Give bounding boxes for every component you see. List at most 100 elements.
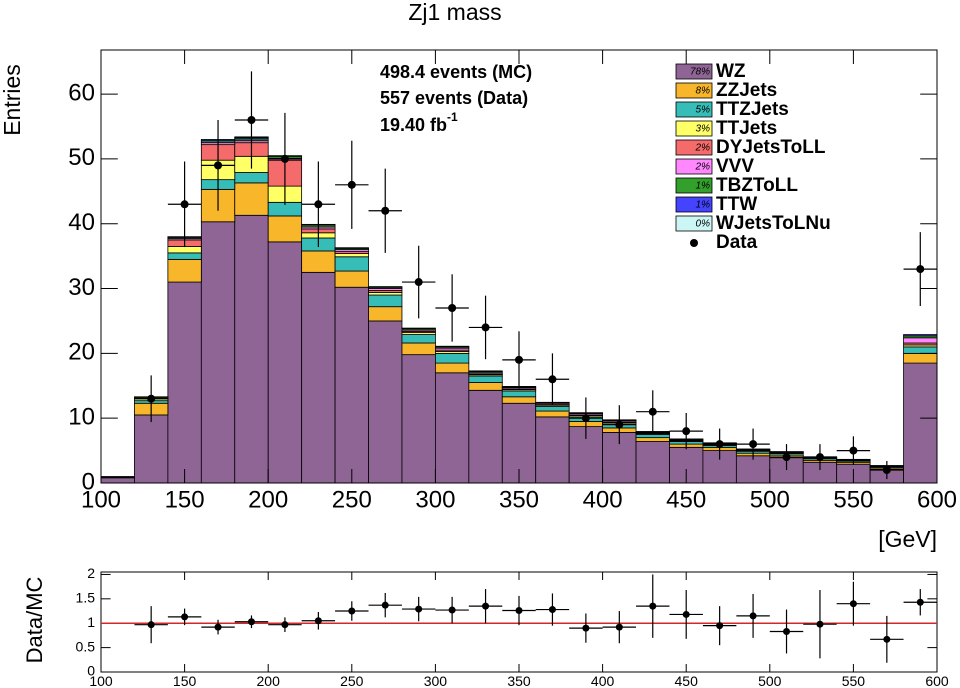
data-point <box>448 606 456 614</box>
x-tick-label: 400 <box>583 486 623 513</box>
x-tick-label: 500 <box>750 486 790 513</box>
data-point <box>147 394 156 403</box>
data-point <box>247 116 256 125</box>
legend-swatch <box>675 101 713 118</box>
data-point <box>381 206 390 215</box>
legend-swatch <box>675 139 713 156</box>
y-tick-label: 2 <box>87 565 95 581</box>
data-point <box>448 303 457 312</box>
legend-share: 1% <box>696 181 711 192</box>
x-tick-label: 450 <box>675 673 699 688</box>
x-tick-label: 600 <box>917 486 957 513</box>
legend-swatch <box>675 158 713 175</box>
stack-segment <box>167 281 202 484</box>
x-tick-label: 300 <box>424 673 448 688</box>
stack-segment <box>301 250 336 273</box>
stack-segment <box>234 172 269 184</box>
legend-label: DYJetsToLL <box>716 137 826 158</box>
data-point <box>882 466 891 475</box>
legend-label: TTW <box>716 194 757 215</box>
annotation: 557 events (Data) <box>380 88 528 108</box>
data-point <box>615 420 624 429</box>
stack-segment <box>735 455 771 484</box>
stack-segment <box>434 372 470 484</box>
stack-segment <box>334 286 369 484</box>
data-point <box>548 375 557 384</box>
stack-segment <box>334 247 369 249</box>
data-point <box>515 607 523 615</box>
legend-label: TBZToLL <box>716 175 798 196</box>
x-tick-label: 150 <box>173 673 197 688</box>
stack-segment <box>401 334 436 344</box>
legend-swatch <box>675 177 713 194</box>
data-point <box>214 623 222 631</box>
y-tick-label: 1 <box>87 614 95 630</box>
data-point <box>682 427 691 436</box>
data-point <box>649 602 657 610</box>
stack-segment <box>401 342 436 356</box>
x-tick-label: 300 <box>415 486 455 513</box>
x-tick-label: 200 <box>257 673 281 688</box>
x-tick-label: 100 <box>89 673 113 688</box>
x-tick-label: 450 <box>666 486 706 513</box>
stack-segment <box>234 214 269 484</box>
stack-segment <box>635 437 670 442</box>
stack-segment <box>134 414 169 484</box>
x-tick-label: 550 <box>842 673 866 688</box>
stack-segment <box>334 253 369 258</box>
data-point <box>816 620 824 628</box>
stack-segment <box>267 215 303 243</box>
chart-title: Zj1 mass <box>408 0 501 25</box>
stack-segment <box>434 352 470 364</box>
data-point <box>280 154 289 163</box>
stack-segment <box>903 362 938 484</box>
lumi-sup: -1 <box>447 110 458 124</box>
data-point <box>214 161 223 170</box>
x-axis-label: [GeV] <box>878 526 937 552</box>
y-tick-label: 60 <box>68 79 95 106</box>
legend-swatch <box>675 63 713 80</box>
stack-segment <box>468 370 503 372</box>
stack-segment <box>368 306 403 322</box>
stack-segment <box>903 334 938 337</box>
legend-share: 2% <box>695 162 711 173</box>
data-point <box>883 635 891 643</box>
y-tick-label: 1.5 <box>76 590 96 606</box>
legend-label: VVV <box>716 156 754 177</box>
stack-segment <box>635 441 670 484</box>
data-point <box>849 446 858 455</box>
stack-segment <box>267 241 303 484</box>
legend-swatch <box>675 82 713 99</box>
data-point <box>783 628 791 636</box>
x-tick-label: 250 <box>340 673 364 688</box>
data-point <box>749 612 757 620</box>
stack-segment <box>468 389 503 484</box>
legend-label: ZZJets <box>716 80 777 101</box>
data-point <box>815 453 824 462</box>
data-point <box>715 440 724 449</box>
legend-label: WZ <box>716 61 746 82</box>
legend-marker <box>690 239 698 247</box>
data-point <box>281 621 289 629</box>
stack-segment <box>468 375 503 383</box>
legend-label: TTJets <box>716 118 777 139</box>
stack-segment <box>167 252 202 260</box>
y-tick-label: 20 <box>68 339 95 366</box>
x-tick-label: 350 <box>507 673 531 688</box>
data-point <box>314 617 322 625</box>
data-point <box>314 200 323 209</box>
data-point <box>849 600 857 608</box>
legend-swatch <box>675 196 713 213</box>
data-point <box>481 323 490 332</box>
stack-segment <box>535 416 570 484</box>
data-point <box>381 601 389 609</box>
stack-segment <box>903 352 938 364</box>
stack-segment <box>903 346 938 354</box>
data-point <box>180 200 189 209</box>
data-point <box>348 607 356 615</box>
legend-share: 2% <box>695 143 711 154</box>
data-point <box>749 440 758 449</box>
data-point <box>515 355 523 364</box>
stack-segment <box>535 410 570 418</box>
